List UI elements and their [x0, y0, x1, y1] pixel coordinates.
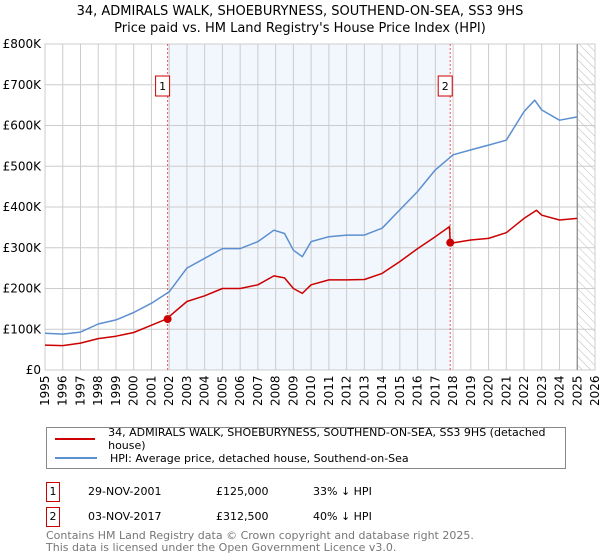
y-tick-label: £300K [3, 241, 43, 255]
x-tick-label: 2001 [144, 375, 158, 406]
sale-badge: 2 [46, 507, 60, 527]
x-tick-label: 2019 [464, 375, 478, 406]
x-tick-label: 1996 [56, 375, 70, 406]
y-tick-label: £500K [3, 159, 43, 173]
footer-copyright: Contains HM Land Registry data © Crown c… [46, 529, 474, 542]
sale-marker-box [155, 75, 171, 97]
x-tick-label: 2026 [588, 375, 600, 406]
sale-hpi-diff: 33% ↓ HPI [313, 485, 372, 498]
legend: 34, ADMIRALS WALK, SHOEBURYNESS, SOUTHEN… [46, 426, 566, 469]
x-tick-label: 2015 [393, 375, 407, 406]
sale-point [446, 238, 455, 247]
x-tick-label: 2020 [482, 375, 496, 406]
x-tick-label: 2021 [499, 375, 513, 406]
x-tick-label: 2006 [233, 375, 247, 406]
x-tick-label: 2011 [322, 375, 336, 406]
sale-row-1: 1 29-NOV-2001 £125,000 33% ↓ HPI [46, 482, 566, 502]
sale-price: £125,000 [216, 485, 269, 498]
plot-border [44, 43, 596, 371]
y-tick-label: £800K [3, 37, 43, 51]
x-tick-label: 2010 [304, 375, 318, 406]
sale-date: 29-NOV-2001 [88, 485, 162, 498]
y-tick-label: £700K [3, 78, 43, 92]
x-tick-label: 2024 [553, 375, 567, 406]
sale-marker-label: 2 [442, 80, 449, 93]
sale-marker-label: 1 [159, 80, 166, 93]
sale-point [163, 315, 172, 324]
x-tick-label: 2012 [340, 375, 354, 406]
x-tick-label: 2008 [269, 375, 283, 406]
sale-price: £312,500 [216, 510, 269, 523]
x-tick-label: 1999 [109, 375, 123, 406]
legend-label-hpi: HPI: Average price, detached house, Sout… [110, 451, 409, 465]
x-tick-label: 2016 [411, 375, 425, 406]
property-price-line [44, 209, 578, 347]
footer: Contains HM Land Registry data © Crown c… [46, 530, 474, 554]
x-tick-label: 2023 [535, 375, 549, 406]
legend-swatch-red [55, 438, 96, 440]
legend-swatch-blue [55, 457, 97, 459]
legend-label-property: 34, ADMIRALS WALK, SHOEBURYNESS, SOUTHEN… [108, 426, 546, 452]
x-tick-label: 2018 [446, 375, 460, 406]
x-tick-label: 2005 [215, 375, 229, 406]
x-tick-label: 2022 [517, 375, 531, 406]
x-tick-label: 2014 [375, 375, 389, 406]
x-tick-label: 2013 [357, 375, 371, 406]
x-tick-label: 1995 [38, 375, 52, 406]
legend-item-hpi: HPI: Average price, detached house, Sout… [55, 450, 409, 466]
chart-title-line2: Price paid vs. HM Land Registry's House … [114, 21, 486, 36]
x-tick-label: 1997 [73, 375, 87, 406]
y-tick-label: £400K [3, 200, 43, 214]
footer-licence: This data is licensed under the Open Gov… [46, 541, 397, 554]
x-tick-label: 2004 [198, 375, 212, 406]
x-tick-label: 2009 [286, 375, 300, 406]
y-tick-label: £100K [3, 322, 43, 336]
legend-item-property: 34, ADMIRALS WALK, SHOEBURYNESS, SOUTHEN… [55, 426, 565, 452]
x-tick-label: 2025 [570, 375, 584, 406]
x-tick-label: 2002 [162, 375, 176, 406]
sale-row-2: 2 03-NOV-2017 £312,500 40% ↓ HPI [46, 507, 566, 527]
y-tick-label: £0 [26, 363, 41, 377]
hpi-line [44, 99, 578, 335]
sale-marker-box [437, 75, 453, 97]
x-tick-label: 2007 [251, 375, 265, 406]
x-tick-label: 2000 [127, 375, 141, 406]
y-tick-label: £200K [3, 282, 43, 296]
x-tick-label: 1998 [91, 375, 105, 406]
y-tick-label: £600K [3, 119, 43, 133]
x-tick-label: 2003 [180, 375, 194, 406]
plot-area: 1995 1996 1997 1998 1999 2000 2001 2002 2003 2004… [3, 37, 600, 406]
chart-title-line1: 34, ADMIRALS WALK, SHOEBURYNESS, SOUTHEN… [76, 4, 524, 19]
sale-badge: 1 [46, 482, 60, 502]
sale-hpi-diff: 40% ↓ HPI [313, 510, 372, 523]
x-tick-label: 2017 [428, 375, 442, 406]
sale-date: 03-NOV-2017 [88, 510, 162, 523]
